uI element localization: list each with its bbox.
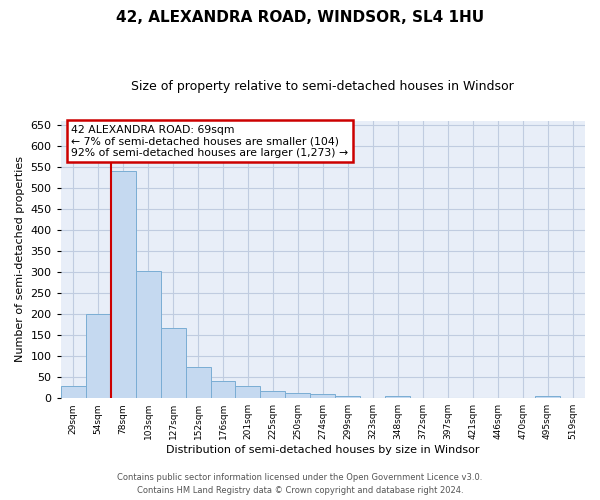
Bar: [260, 390, 286, 398]
Bar: [335, 396, 361, 398]
Bar: [535, 396, 560, 398]
Bar: [310, 394, 335, 398]
Bar: [61, 386, 86, 398]
Title: Size of property relative to semi-detached houses in Windsor: Size of property relative to semi-detach…: [131, 80, 514, 93]
Text: 42 ALEXANDRA ROAD: 69sqm
← 7% of semi-detached houses are smaller (104)
92% of s: 42 ALEXANDRA ROAD: 69sqm ← 7% of semi-de…: [71, 124, 349, 158]
Text: Contains public sector information licensed under the Open Government Licence v3: Contains public sector information licen…: [118, 474, 482, 482]
Bar: [385, 396, 410, 398]
Bar: [211, 380, 235, 398]
Bar: [161, 328, 185, 398]
Bar: [110, 171, 136, 398]
Bar: [136, 270, 161, 398]
Bar: [86, 314, 110, 398]
Bar: [286, 392, 310, 398]
Text: 42, ALEXANDRA ROAD, WINDSOR, SL4 1HU: 42, ALEXANDRA ROAD, WINDSOR, SL4 1HU: [116, 10, 484, 25]
Text: Contains HM Land Registry data © Crown copyright and database right 2024.: Contains HM Land Registry data © Crown c…: [137, 486, 463, 495]
Bar: [235, 386, 260, 398]
Y-axis label: Number of semi-detached properties: Number of semi-detached properties: [15, 156, 25, 362]
X-axis label: Distribution of semi-detached houses by size in Windsor: Distribution of semi-detached houses by …: [166, 445, 479, 455]
Bar: [185, 368, 211, 398]
